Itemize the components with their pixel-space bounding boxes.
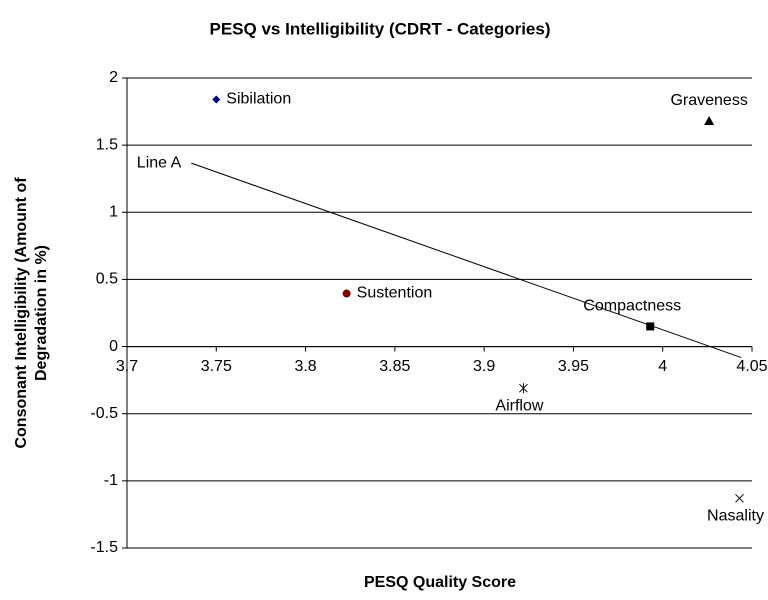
x-tick-label: 3.75 <box>201 358 232 375</box>
y-axis-title-line: Degradation in %) <box>33 245 50 381</box>
marker <box>735 493 744 503</box>
trendline <box>191 162 742 359</box>
marker <box>519 383 528 394</box>
point-label: Airflow <box>495 397 543 414</box>
marker <box>646 322 655 331</box>
marker <box>212 95 221 104</box>
x-tick-label: 3.85 <box>379 358 410 375</box>
point-label: Graveness <box>670 92 747 109</box>
x-tick-label: 4.05 <box>736 358 767 375</box>
marker <box>342 289 351 298</box>
marker <box>704 115 715 125</box>
y-tick-label: 1.5 <box>96 136 118 153</box>
x-tick-label: 3.7 <box>116 358 138 375</box>
y-tick-label: 0.5 <box>96 271 118 288</box>
x-tick-label: 4 <box>658 358 667 375</box>
y-tick-label: -1 <box>104 472 118 489</box>
y-tick-label: -1.5 <box>90 539 118 556</box>
chart-title: PESQ vs Intelligibility (CDRT - Categori… <box>210 19 551 38</box>
y-axis-title: Consonant Intelligibility (Amount of Deg… <box>13 177 50 449</box>
point-label: Nasality <box>707 508 764 525</box>
point-label: Compactness <box>583 298 681 315</box>
y-tick-label: 2 <box>109 69 118 86</box>
x-tick-label: 3.8 <box>294 358 316 375</box>
y-axis-title-line: Consonant Intelligibility (Amount of <box>13 177 30 449</box>
x-axis-title: PESQ Quality Score <box>364 574 516 591</box>
trendline-label: Line A <box>137 154 182 171</box>
x-tick-label: 3.95 <box>558 358 589 375</box>
point-label: Sustention <box>357 285 433 302</box>
point-label: Sibilation <box>226 91 291 108</box>
x-tick-label: 3.9 <box>473 358 495 375</box>
y-tick-label: 1 <box>109 204 118 221</box>
y-tick-label: -0.5 <box>90 405 118 422</box>
y-tick-label: 0 <box>109 338 118 355</box>
